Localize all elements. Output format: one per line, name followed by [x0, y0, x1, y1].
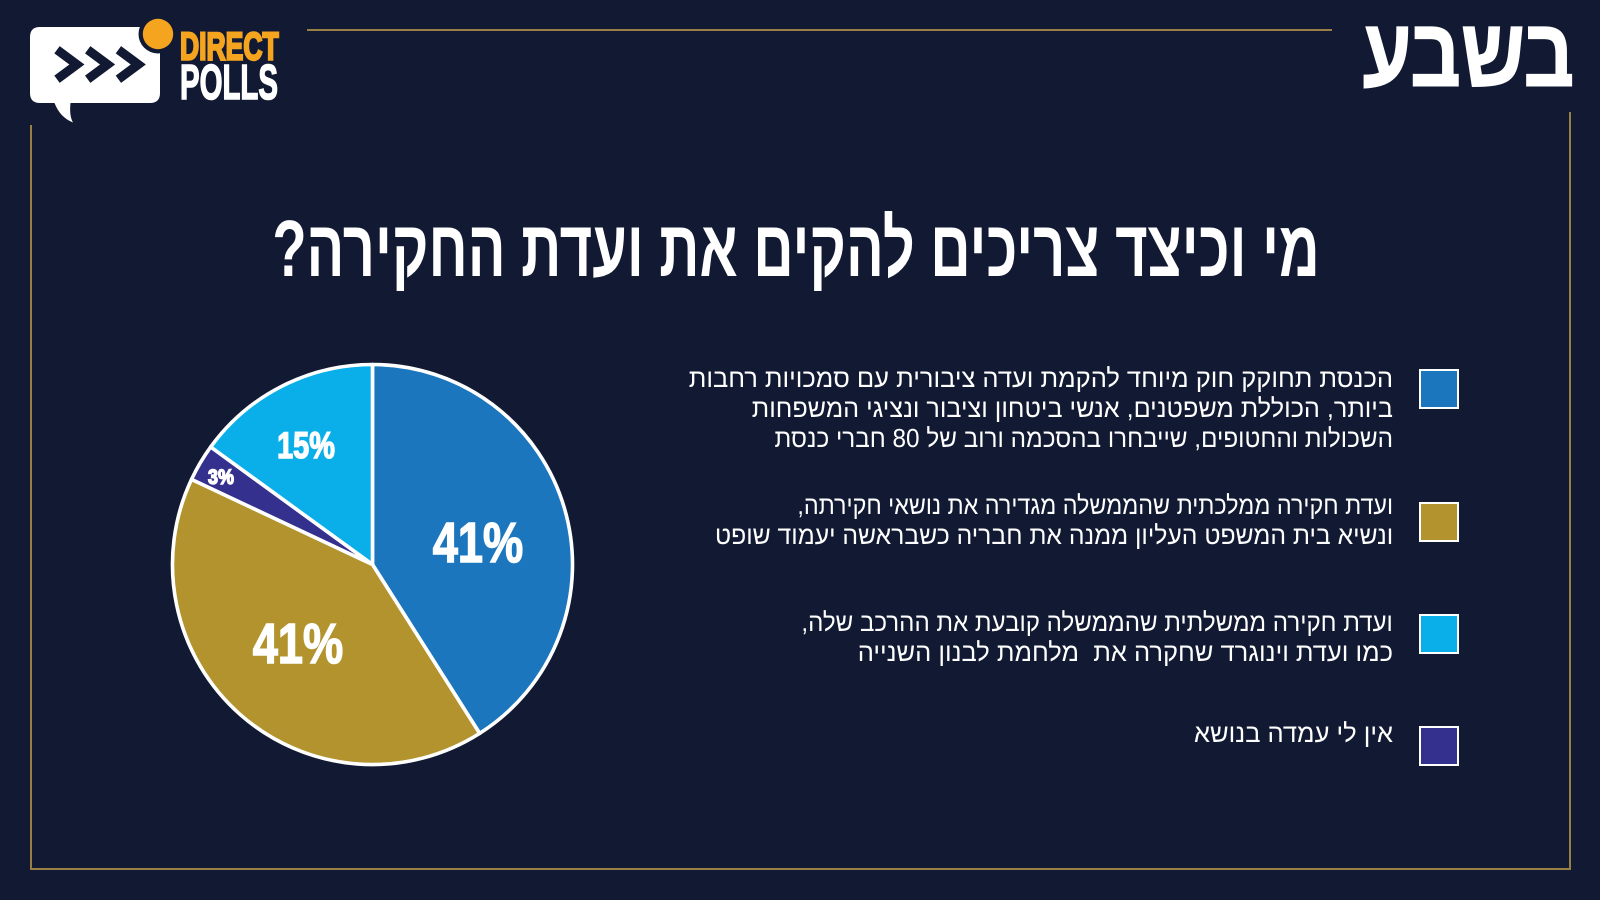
svg-text:DIRECT: DIRECT: [180, 26, 279, 69]
svg-text:POLLS: POLLS: [180, 54, 278, 110]
